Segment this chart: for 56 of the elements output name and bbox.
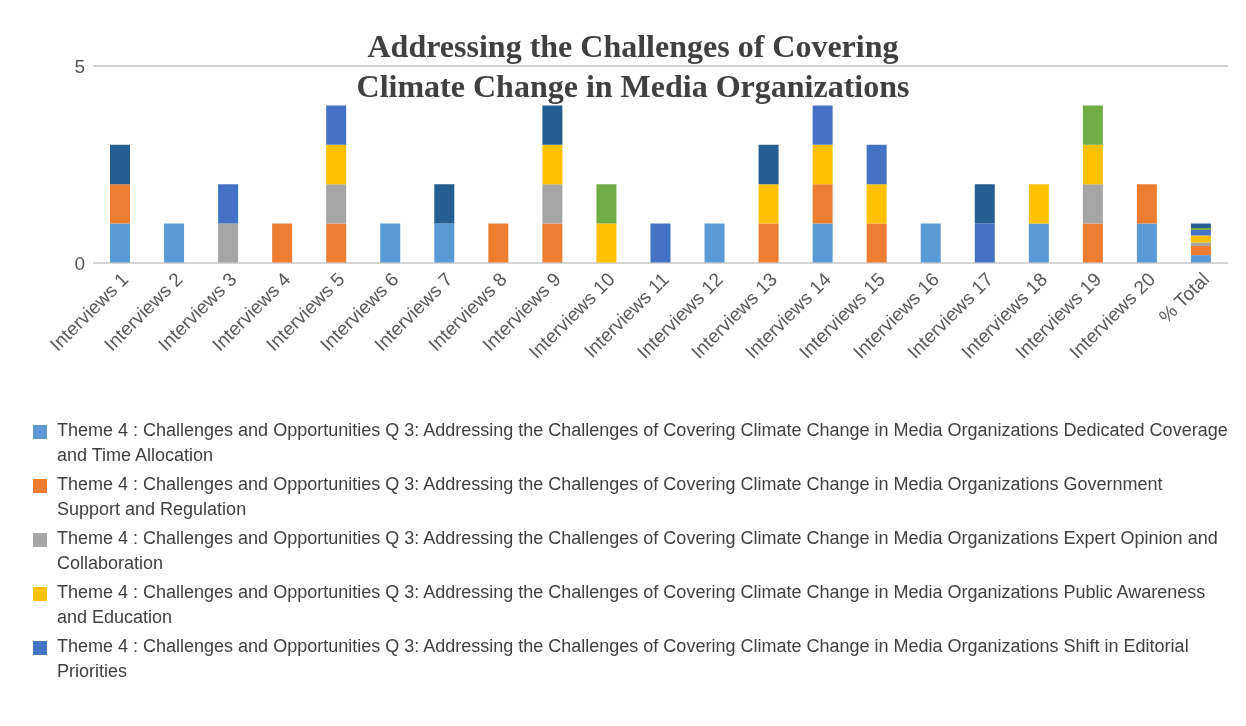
bar xyxy=(704,223,725,263)
bar xyxy=(218,184,239,224)
y-tick-label: 0 xyxy=(74,252,85,274)
bar xyxy=(164,223,185,263)
bar xyxy=(866,223,887,263)
bar xyxy=(758,223,779,263)
y-tick-label: 5 xyxy=(74,55,85,77)
bar xyxy=(110,223,130,263)
bar xyxy=(434,223,455,263)
legend-label: Theme 4 : Challenges and Opportunities Q 3: Addressing the Challenges of Covering Climate Change in Media Organizations Dedicated Coverage and Time Allocation xyxy=(57,419,1228,467)
bar xyxy=(272,223,293,263)
bar xyxy=(110,184,130,224)
bar xyxy=(812,184,833,224)
bar xyxy=(650,223,671,263)
bar xyxy=(542,105,563,145)
bar xyxy=(1190,229,1211,236)
bar xyxy=(866,144,887,185)
chart-title: Addressing the Challenges of Covering Climate Change in Media Organizations xyxy=(356,28,910,104)
bar xyxy=(488,223,509,263)
bar xyxy=(1136,223,1157,263)
bar xyxy=(1082,105,1103,145)
bar xyxy=(542,184,563,224)
legend-label: Theme 4 : Challenges and Opportunities Q 3: Addressing the Challenges of Covering Climate Change in Media Organizations Expert Opinion and Collaboration xyxy=(57,527,1219,575)
bar xyxy=(1190,223,1211,228)
bar xyxy=(812,144,833,185)
bar xyxy=(596,223,617,263)
bar xyxy=(326,144,347,185)
bar xyxy=(1190,235,1211,243)
bar xyxy=(1082,223,1103,263)
bar xyxy=(1190,246,1211,256)
bar xyxy=(110,144,130,185)
legend-label: Theme 4 : Challenges and Opportunities Q 3: Addressing the Challenges of Covering Climate Change in Media Organizations Public Awareness and Education xyxy=(57,581,1207,629)
bar xyxy=(866,184,887,224)
bar xyxy=(920,223,941,263)
bar xyxy=(326,105,347,145)
bar xyxy=(218,223,239,263)
bar xyxy=(1082,184,1103,224)
bar xyxy=(974,184,995,224)
bar xyxy=(1028,184,1049,224)
bar xyxy=(1136,184,1157,224)
bar xyxy=(1082,144,1103,185)
bar xyxy=(326,223,347,263)
bar xyxy=(1028,223,1049,263)
legend-label: Theme 4 : Challenges and Opportunities Q 3: Addressing the Challenges of Covering Climate Change in Media Organizations Shift in Editorial Priorities xyxy=(57,635,1190,683)
legend-label: Theme 4 : Challenges and Opportunities Q 3: Addressing the Challenges of Covering Climate Change in Media Organizations Government Support and Regulation xyxy=(57,473,1164,521)
bar xyxy=(380,223,401,263)
bar xyxy=(434,184,455,224)
bar xyxy=(326,184,347,224)
bar xyxy=(542,144,563,185)
bar xyxy=(542,223,563,263)
bar xyxy=(758,144,779,185)
bar xyxy=(596,184,617,224)
bar xyxy=(974,223,995,263)
bar xyxy=(758,184,779,224)
bar xyxy=(812,105,833,145)
bar xyxy=(812,223,833,263)
